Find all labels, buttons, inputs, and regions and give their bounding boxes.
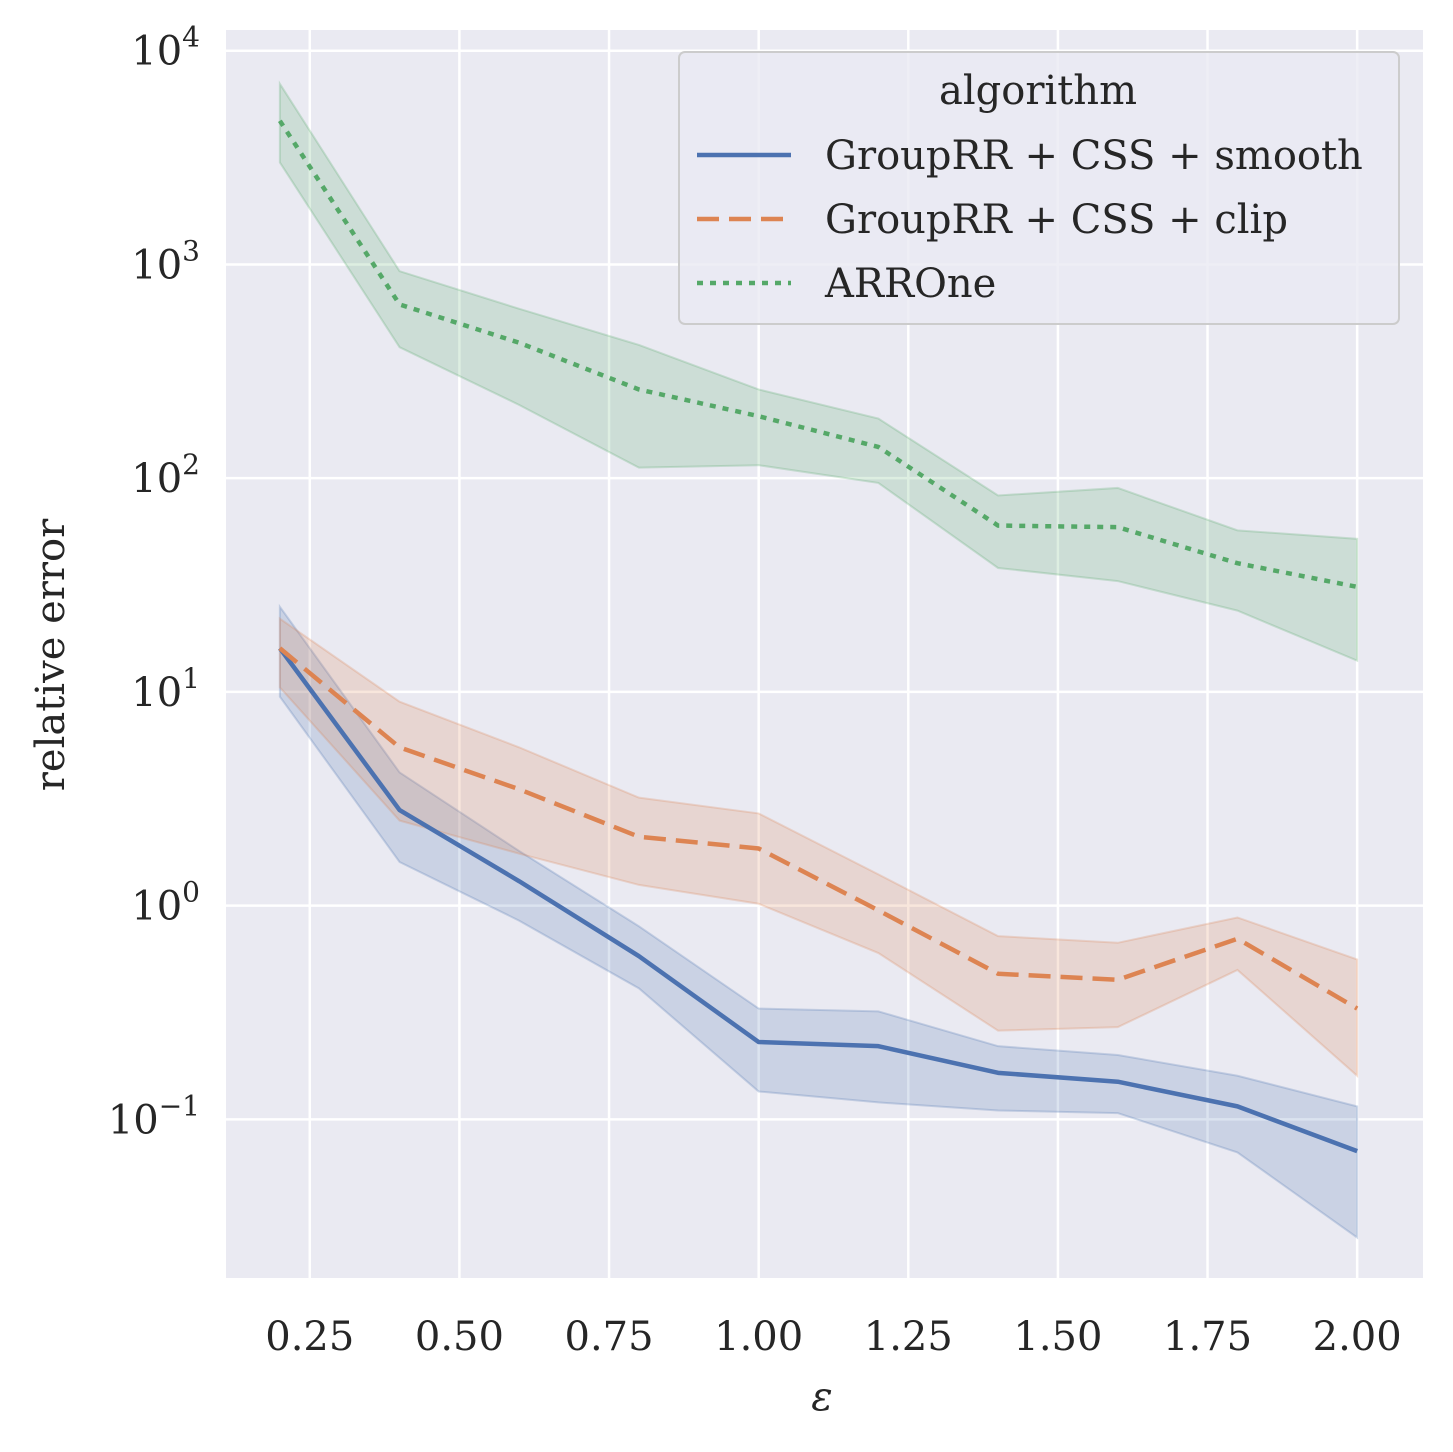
x-tick-label: 2.00 xyxy=(1313,1314,1402,1360)
y-axis-label: relative error xyxy=(28,518,74,791)
y-tick-label: 100 xyxy=(131,876,200,930)
y-tick-labels: 10−1 100 101 102 103 104 xyxy=(108,21,200,1144)
x-tick-label: 1.50 xyxy=(1013,1314,1102,1360)
y-tick-label: 101 xyxy=(131,662,200,716)
legend-label: GroupRR + CSS + smooth xyxy=(825,133,1363,179)
x-tick-label: 0.50 xyxy=(415,1314,504,1360)
x-tick-label: 1.75 xyxy=(1163,1314,1252,1360)
legend: algorithm GroupRR + CSS + smoothGroupRR … xyxy=(678,51,1400,325)
x-axis-label: ε xyxy=(811,1374,832,1420)
legend-label: ARROne xyxy=(824,261,996,307)
legend-label: GroupRR + CSS + clip xyxy=(825,197,1288,243)
y-tick-label: 102 xyxy=(131,448,200,502)
legend-box xyxy=(678,51,1400,325)
x-tick-label: 0.25 xyxy=(265,1314,354,1360)
confidence-band xyxy=(278,80,1359,663)
x-tick-labels: 0.25 0.50 0.75 1.00 1.25 1.50 1.75 2.00 xyxy=(265,1314,1401,1360)
y-tick-label: 104 xyxy=(131,21,200,75)
x-tick-label: 0.75 xyxy=(565,1314,654,1360)
series-lines xyxy=(277,119,1359,1154)
series-line xyxy=(277,119,1358,590)
x-tick-label: 1.00 xyxy=(714,1314,803,1360)
legend-title: algorithm xyxy=(939,68,1137,114)
confidence-band xyxy=(278,616,1359,1078)
legend-items: GroupRR + CSS + smooth GroupRR + CSS + cl… xyxy=(697,133,1363,307)
y-tick-label: 103 xyxy=(131,234,200,288)
series-line xyxy=(278,646,1358,1154)
x-tick-label: 1.25 xyxy=(864,1314,953,1360)
y-tick-label: 10−1 xyxy=(108,1089,200,1143)
